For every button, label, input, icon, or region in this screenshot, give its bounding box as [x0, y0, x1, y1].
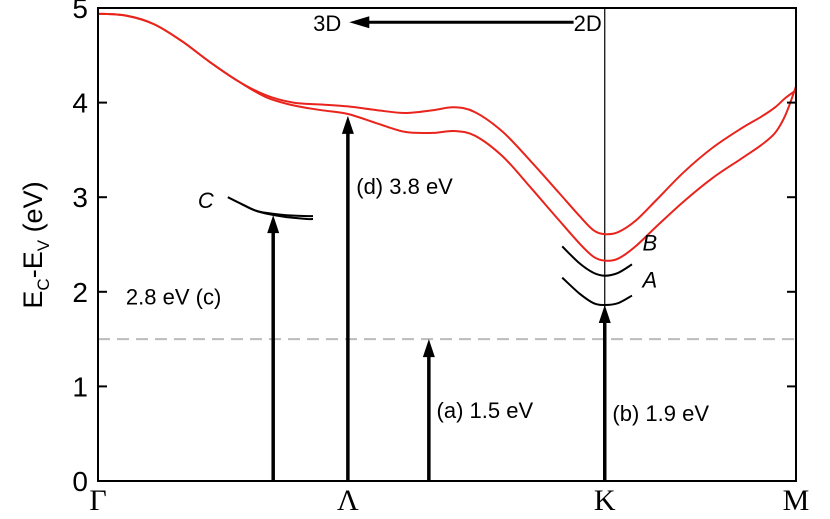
band-curve-2	[98, 12, 796, 262]
band-curve-3	[561, 245, 633, 277]
y-tick-label: 3	[72, 182, 88, 213]
band-curve-6	[240, 202, 314, 221]
direction-label-2d: 2D	[574, 11, 602, 36]
y-tick-label: 4	[72, 88, 88, 119]
transition-arrows-layer: 3D 2D	[267, 11, 611, 481]
direction-label-3d: 3D	[313, 11, 341, 36]
annotations-layer: (a) 1.5 eV (b) 1.9 eV 2.8 eV (c) (d) 3.8 eV…	[126, 174, 709, 426]
y-tick-label: 1	[72, 371, 88, 402]
transition-arrow-3	[422, 339, 435, 481]
x-tick-label: M	[783, 484, 810, 517]
annotation-label: (a) 1.5 eV	[437, 398, 534, 423]
x-tick-label: Γ	[89, 484, 106, 517]
y-tick-label: 2	[72, 277, 88, 308]
band-curve-5	[227, 196, 314, 218]
plot-frame	[97, 7, 797, 482]
y-tick-label: 5	[72, 0, 88, 24]
annotation-label: C	[198, 188, 214, 213]
annotation-label: A	[640, 268, 657, 293]
series-layer	[98, 12, 796, 307]
annotation-label: (d) 3.8 eV	[356, 174, 453, 199]
axis-ticks-layer: 0 1 2 3 4 5 Γ Λ K M	[72, 0, 809, 517]
annotation-label: 2.8 eV (c)	[126, 285, 221, 310]
x-tick-label: Λ	[337, 484, 359, 517]
band-curve-4	[561, 276, 633, 307]
direction-arrow: 3D 2D	[313, 11, 602, 36]
x-tick-label: K	[594, 484, 616, 517]
y-tick-label: 0	[72, 466, 88, 497]
transition-arrow-2	[341, 115, 354, 481]
annotation-label: (b) 1.9 eV	[612, 401, 709, 426]
transition-arrow-1	[267, 215, 280, 481]
transition-arrow-4	[598, 305, 611, 481]
y-axis-label: EC-EV (eV)	[18, 181, 53, 308]
annotation-label: B	[642, 231, 657, 256]
